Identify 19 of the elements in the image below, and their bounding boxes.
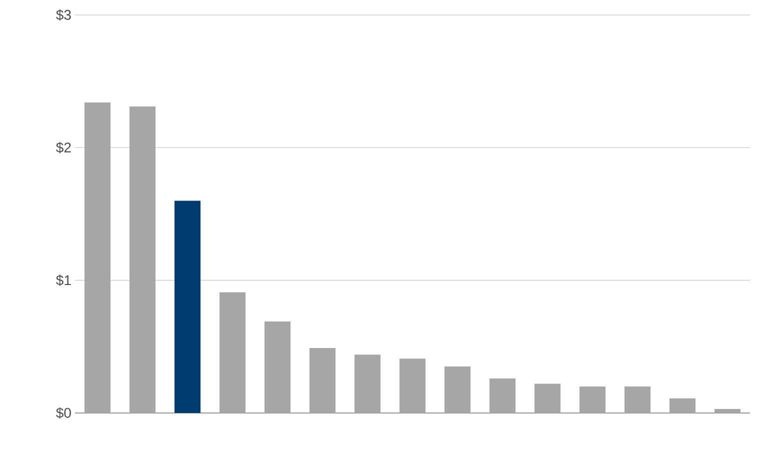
y-tick-label: $0 xyxy=(56,407,71,419)
bar xyxy=(220,292,246,413)
bar xyxy=(264,321,291,413)
bar xyxy=(354,354,380,413)
bar xyxy=(534,384,560,413)
bar xyxy=(400,358,426,413)
bar xyxy=(714,409,740,413)
bar xyxy=(130,106,156,413)
bar xyxy=(670,398,696,413)
bar xyxy=(490,378,516,413)
bar xyxy=(84,102,111,413)
bar xyxy=(444,366,470,413)
bar xyxy=(174,200,201,413)
bar xyxy=(310,348,336,413)
y-tick-label: $2 xyxy=(56,142,71,154)
bar xyxy=(624,386,650,413)
y-tick-label: $1 xyxy=(56,274,71,286)
bar xyxy=(579,386,606,413)
y-tick-label: $3 xyxy=(56,9,71,21)
